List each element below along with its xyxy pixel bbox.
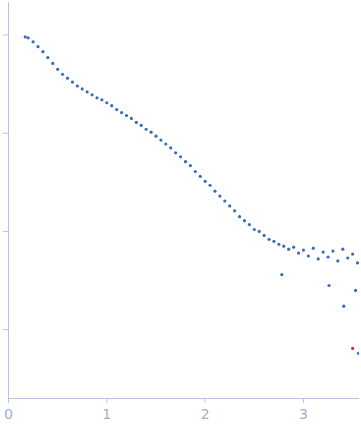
svg-text:3: 3 xyxy=(299,406,308,422)
svg-text:0: 0 xyxy=(4,406,13,422)
svg-text:2: 2 xyxy=(201,406,210,422)
svg-text:1: 1 xyxy=(102,406,111,422)
